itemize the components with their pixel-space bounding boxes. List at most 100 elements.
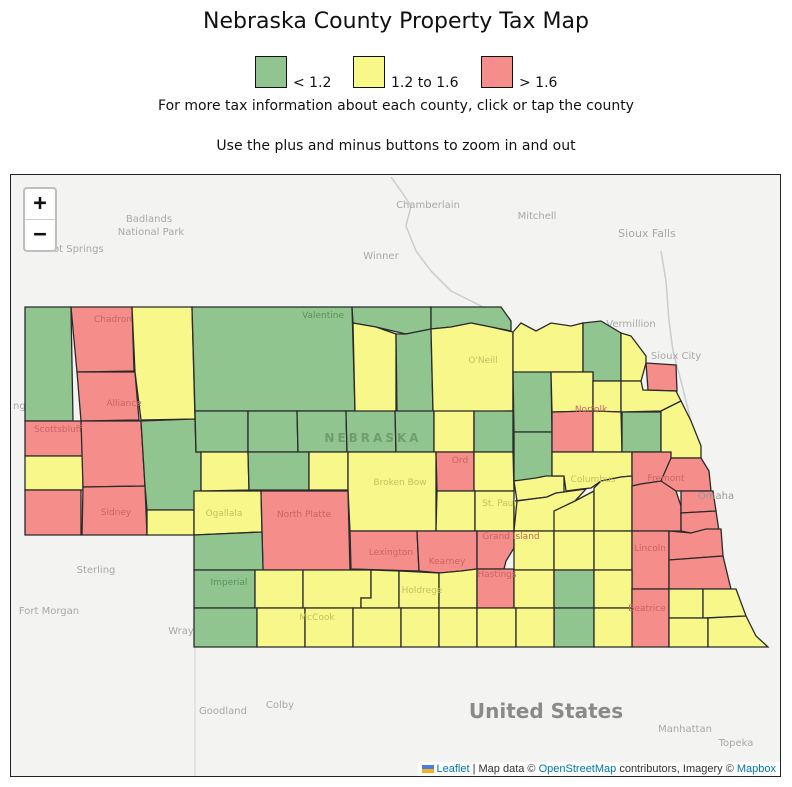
county[interactable] [631, 588, 670, 648]
county[interactable] [24, 489, 82, 536]
svg-text:Lincoln: Lincoln [634, 544, 666, 554]
county[interactable] [668, 617, 709, 648]
county[interactable] [645, 362, 678, 392]
county[interactable] [247, 451, 310, 491]
svg-text:Hastings: Hastings [477, 570, 516, 580]
county[interactable] [146, 509, 195, 536]
svg-text:Chadron: Chadron [94, 315, 132, 325]
county[interactable] [553, 530, 595, 571]
county[interactable] [515, 607, 555, 648]
county[interactable] [702, 588, 747, 619]
county[interactable] [347, 451, 437, 532]
zoom-control: + − [23, 187, 57, 252]
svg-text:Ogallala: Ogallala [206, 509, 243, 519]
county[interactable] [593, 607, 633, 648]
svg-text:Sterling: Sterling [77, 565, 116, 576]
leaflet-link[interactable]: Leaflet [436, 763, 470, 775]
county[interactable] [660, 400, 702, 459]
county[interactable] [80, 420, 146, 488]
county[interactable] [193, 569, 256, 609]
county[interactable] [438, 607, 478, 648]
county[interactable] [193, 607, 258, 648]
legend-label-mid: 1.2 to 1.6 [391, 75, 459, 91]
svg-text:Fort Morgan: Fort Morgan [19, 606, 79, 617]
county[interactable] [256, 607, 306, 648]
county[interactable] [352, 607, 402, 648]
svg-text:Wray: Wray [168, 626, 194, 637]
zoom-instruction: Use the plus and minus buttons to zoom i… [216, 138, 576, 154]
county[interactable] [473, 410, 514, 453]
svg-text:Fremont: Fremont [647, 474, 685, 484]
county[interactable] [668, 528, 724, 561]
county[interactable] [140, 418, 202, 511]
svg-text:Mitchell: Mitchell [518, 211, 557, 222]
county[interactable] [593, 569, 633, 609]
legend-swatch-yellow [353, 56, 385, 88]
map-svg[interactable]: Badlands National Park ot Springs Chambe… [11, 175, 780, 776]
zoom-out-button[interactable]: − [25, 219, 55, 250]
svg-text:Grand Island: Grand Island [482, 532, 539, 542]
svg-text:Manhattan: Manhattan [658, 724, 712, 735]
county[interactable] [438, 568, 478, 609]
attribution-text: contributors, Imagery © [616, 763, 737, 775]
svg-text:Kearney: Kearney [429, 557, 466, 567]
county[interactable] [433, 410, 475, 453]
mapbox-link[interactable]: Mapbox [736, 763, 776, 775]
map-attribution: Leaflet | Map data © OpenStreetMap contr… [417, 762, 780, 776]
county[interactable] [553, 607, 595, 648]
legend-item-high: > 1.6 [481, 56, 557, 91]
county[interactable] [476, 607, 517, 648]
svg-text:Goodland: Goodland [199, 706, 247, 717]
county[interactable] [473, 451, 515, 492]
county[interactable] [593, 530, 633, 571]
svg-text:Chamberlain: Chamberlain [396, 200, 460, 211]
zoom-in-button[interactable]: + [33, 191, 47, 216]
openstreetmap-link[interactable]: OpenStreetMap [538, 763, 617, 775]
attribution-text: | Map data © [469, 763, 539, 775]
svg-text:Broken Bow: Broken Bow [373, 478, 426, 488]
county[interactable] [592, 410, 623, 453]
county[interactable] [76, 371, 140, 422]
county[interactable] [668, 588, 704, 619]
county[interactable] [474, 490, 515, 532]
svg-text:Scottsbluff: Scottsbluff [34, 425, 83, 435]
county[interactable] [553, 569, 595, 609]
county[interactable] [24, 455, 84, 491]
county[interactable] [513, 431, 553, 482]
svg-text:Ord: Ord [452, 456, 468, 466]
county[interactable] [260, 490, 351, 571]
svg-text:Vermillion: Vermillion [606, 319, 655, 330]
county[interactable] [24, 306, 74, 422]
county[interactable] [194, 410, 249, 453]
county[interactable] [308, 451, 349, 491]
svg-text:Sioux City: Sioux City [651, 351, 701, 362]
map-container[interactable]: Badlands National Park ot Springs Chambe… [10, 174, 781, 777]
counties[interactable] [24, 306, 770, 648]
ukraine-flag-icon [421, 765, 434, 774]
svg-text:Columbus: Columbus [571, 475, 616, 485]
county[interactable] [707, 615, 770, 648]
county[interactable] [395, 328, 434, 413]
legend-label-low: < 1.2 [293, 75, 332, 91]
county-labels: Valentine Chadron Alliance Scottsbluff S… [34, 311, 734, 623]
county[interactable] [400, 607, 440, 648]
county[interactable] [193, 531, 264, 571]
county[interactable] [352, 322, 397, 413]
county[interactable] [247, 410, 299, 453]
county[interactable] [191, 306, 356, 412]
svg-text:Winner: Winner [363, 251, 399, 262]
svg-text:Sidney: Sidney [101, 508, 132, 518]
county[interactable] [620, 332, 647, 382]
county[interactable] [435, 490, 476, 532]
svg-text:Beatrice: Beatrice [628, 604, 666, 614]
county[interactable] [621, 411, 662, 453]
county[interactable] [254, 569, 304, 609]
county[interactable] [631, 530, 670, 590]
county[interactable] [668, 555, 732, 590]
county[interactable] [551, 410, 594, 453]
svg-text:Norfolk: Norfolk [575, 405, 608, 415]
county[interactable] [200, 451, 250, 492]
county[interactable] [430, 322, 514, 413]
county[interactable] [512, 371, 553, 433]
county[interactable] [513, 569, 555, 609]
